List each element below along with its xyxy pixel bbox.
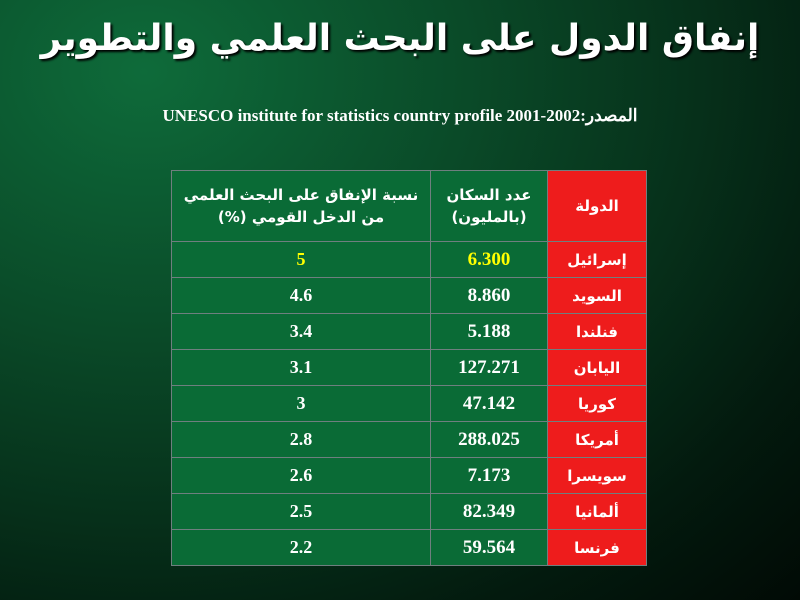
- spending-cell: 2.2: [171, 529, 431, 566]
- population-cell: 288.025: [430, 421, 548, 458]
- population-cell: 6.300: [430, 241, 548, 278]
- country-cell: فنلندا: [547, 313, 647, 350]
- country-cell: السويد: [547, 277, 647, 314]
- population-cell: 5.188: [430, 313, 548, 350]
- country-cell: ألمانيا: [547, 493, 647, 530]
- table-row: أمريكا 288.025 2.8: [171, 421, 647, 458]
- spending-cell: 2.5: [171, 493, 431, 530]
- population-cell: 82.349: [430, 493, 548, 530]
- population-cell: 7.173: [430, 457, 548, 494]
- country-cell: أمريكا: [547, 421, 647, 458]
- table-row: ألمانيا 82.349 2.5: [171, 493, 647, 530]
- table-header-row: الدولة عدد السكان (بالمليون) نسبة الإنفا…: [171, 170, 647, 242]
- spending-cell: 3: [171, 385, 431, 422]
- header-spending: نسبة الإنفاق على البحث العلمي من الدخل ا…: [171, 170, 431, 242]
- table-row: السويد 8.860 4.6: [171, 277, 647, 314]
- source-citation: المصدر:UNESCO institute for statistics c…: [162, 106, 638, 125]
- table-row: اليابان 127.271 3.1: [171, 349, 647, 386]
- table-row: فرنسا 59.564 2.2: [171, 529, 647, 566]
- rd-spending-table: الدولة عدد السكان (بالمليون) نسبة الإنفا…: [171, 170, 647, 566]
- spending-cell: 3.4: [171, 313, 431, 350]
- population-cell: 59.564: [430, 529, 548, 566]
- country-cell: سويسرا: [547, 457, 647, 494]
- header-country: الدولة: [547, 170, 647, 242]
- country-cell: فرنسا: [547, 529, 647, 566]
- spending-cell: 2.8: [171, 421, 431, 458]
- spending-cell: 2.6: [171, 457, 431, 494]
- country-cell: اليابان: [547, 349, 647, 386]
- country-cell: إسرائيل: [547, 241, 647, 278]
- spending-cell: 5: [171, 241, 431, 278]
- population-cell: 127.271: [430, 349, 548, 386]
- table-row: سويسرا 7.173 2.6: [171, 457, 647, 494]
- table-row: كوريا 47.142 3: [171, 385, 647, 422]
- table-row: فنلندا 5.188 3.4: [171, 313, 647, 350]
- header-population: عدد السكان (بالمليون): [430, 170, 548, 242]
- country-cell: كوريا: [547, 385, 647, 422]
- spending-cell: 4.6: [171, 277, 431, 314]
- page-title: إنفاق الدول على البحث العلمي والتطوير: [40, 18, 760, 59]
- population-cell: 8.860: [430, 277, 548, 314]
- table-row: إسرائيل 6.300 5: [171, 241, 647, 278]
- population-cell: 47.142: [430, 385, 548, 422]
- spending-cell: 3.1: [171, 349, 431, 386]
